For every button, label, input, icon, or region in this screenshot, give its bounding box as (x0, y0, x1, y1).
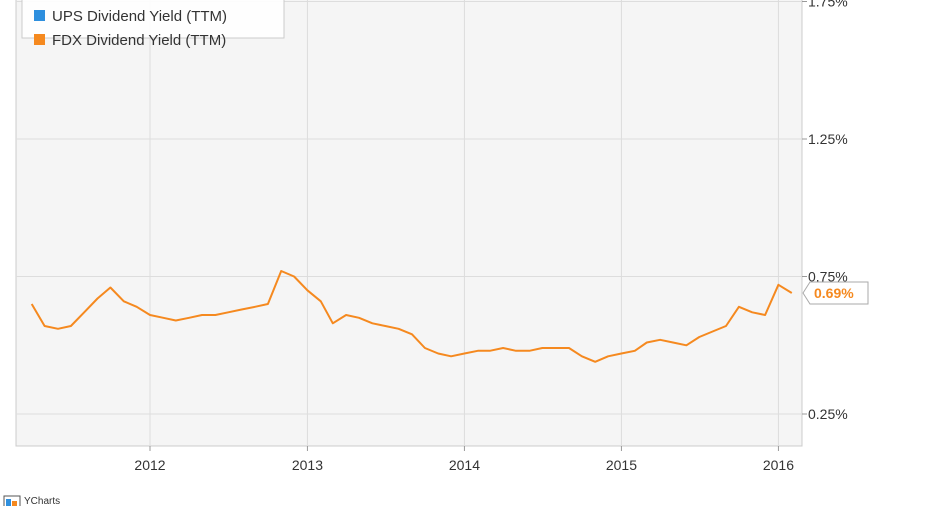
x-axis: 2012 2013 2014 2015 2016 (134, 446, 794, 473)
logo-bar-blue (6, 499, 11, 506)
legend-box (21, 0, 285, 39)
end-labels: 3.05%0.69% (802, 281, 869, 305)
logo-text: YCharts (24, 496, 60, 506)
plot-area (15, 0, 803, 447)
series-line-1 (30, 270, 793, 363)
legend: UPS Dividend Yield (TTM) FDX Dividend Yie… (21, 0, 285, 49)
y-tick-label: 0.75% (808, 269, 848, 285)
y-axis: 0.25%0.75%1.25%1.75%2.25%2.75%3.25% (802, 0, 848, 422)
ycharts-logo: YCharts (3, 495, 60, 506)
legend-label-0: UPS Dividend Yield (TTM) (52, 8, 227, 25)
series-lines (30, 270, 793, 363)
x-tick-label: 2012 (134, 457, 165, 473)
end-label-box-1 (802, 281, 869, 305)
logo-bar-orange (12, 501, 17, 506)
legend-swatch-0 (34, 10, 45, 21)
y-tick-label: 1.25% (808, 131, 848, 147)
x-tick-label: 2015 (606, 457, 637, 473)
legend-swatch-1 (34, 34, 45, 45)
y-tick-label: 0.25% (808, 406, 848, 422)
legend-label-1: FDX Dividend Yield (TTM) (52, 32, 226, 49)
x-tick-label: 2013 (292, 457, 323, 473)
end-label-1: 0.69% (814, 285, 854, 301)
x-tick-label: 2016 (763, 457, 794, 473)
y-tick-label: 1.75% (808, 0, 848, 10)
x-tick-label: 2014 (449, 457, 480, 473)
